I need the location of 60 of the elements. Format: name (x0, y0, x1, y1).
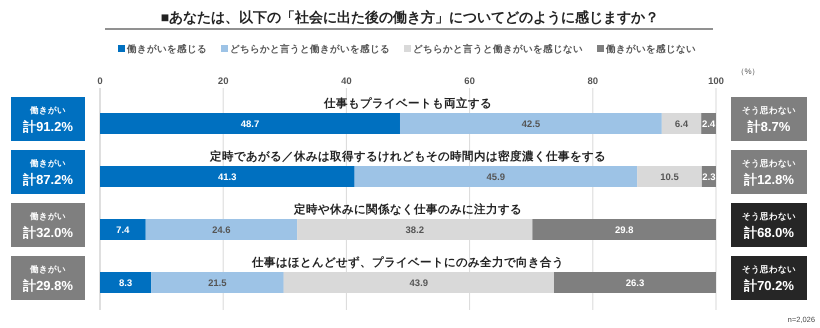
text: そう思わない (742, 105, 796, 115)
text: 計70.2% (743, 278, 794, 293)
data-label: 42.5 (522, 119, 541, 130)
data-label: 41.3 (218, 172, 236, 183)
x-tick-label: 20 (218, 76, 228, 87)
text: そう思わない (742, 264, 796, 274)
data-label: 10.5 (660, 172, 680, 183)
text: 計68.0% (743, 225, 794, 240)
text: そう思わない (742, 158, 796, 168)
y-tick-label: 仕事もプライベートも両立する (323, 96, 492, 110)
bar (400, 113, 662, 134)
data-label: 21.5 (208, 278, 228, 289)
data-label: 2.3 (702, 172, 716, 183)
text: 計87.2% (22, 172, 74, 187)
legend-label: どちらかと言うと働きがいを感じない (413, 43, 583, 55)
data-label: 7.4 (116, 225, 130, 236)
data-label: 26.3 (626, 278, 644, 289)
text: 働きがい (29, 211, 66, 221)
bar (100, 219, 146, 240)
text: 計91.2% (22, 119, 74, 134)
data-label: 6.4 (674, 119, 689, 130)
x-tick-label: 40 (341, 76, 352, 87)
bar (662, 113, 702, 134)
bar (554, 272, 716, 293)
bar (146, 219, 298, 240)
bar (100, 272, 152, 293)
y-tick-label: 仕事はほとんどせず、プライベートにのみ全力で向き合う (251, 255, 564, 269)
text: 働きがい (29, 105, 66, 115)
legend-label: どちらかと言うと働きがいを感じる (230, 43, 390, 55)
chart-title: ■あなたは、以下の「社会に出た後の働き方」についてどのように感じますか？ (160, 9, 660, 26)
x-axis-title: （%） (736, 67, 760, 76)
legend-label: 働きがいを感じない (605, 43, 696, 55)
x-tick-label: 100 (708, 76, 724, 87)
x-tick-label: 60 (464, 76, 475, 87)
bar (100, 166, 354, 187)
text: 働きがい (29, 264, 66, 274)
x-tick-label: 0 (97, 76, 103, 87)
data-label: 29.8 (614, 225, 634, 236)
text: そう思わない (742, 211, 796, 221)
bar (151, 272, 284, 293)
bar (532, 219, 716, 240)
y-tick-label: 定時や休みに関係なく仕事のみに注力する (293, 202, 522, 216)
text: 計29.8% (22, 278, 74, 293)
text: 働きがい (29, 158, 66, 168)
data-label: 2.4 (702, 119, 716, 130)
text: 計8.7% (746, 119, 791, 134)
data-label: 38.2 (406, 225, 424, 236)
data-label: 45.9 (486, 172, 506, 183)
data-label: 24.6 (212, 225, 231, 236)
bar (100, 113, 400, 134)
bar (637, 166, 702, 187)
text: 計32.0% (22, 225, 74, 240)
legend-label: 働きがいを感じる (126, 43, 207, 55)
data-label: 8.3 (118, 278, 132, 289)
bar (354, 166, 638, 187)
y-tick-label: 定時であがる／休みは取得するけれどもその時間内は密度濃く仕事をする (209, 149, 606, 163)
x-tick-label: 80 (588, 76, 598, 87)
data-label: 43.9 (410, 278, 428, 289)
text: 計12.8% (743, 172, 794, 187)
data-label: 48.7 (240, 119, 260, 130)
